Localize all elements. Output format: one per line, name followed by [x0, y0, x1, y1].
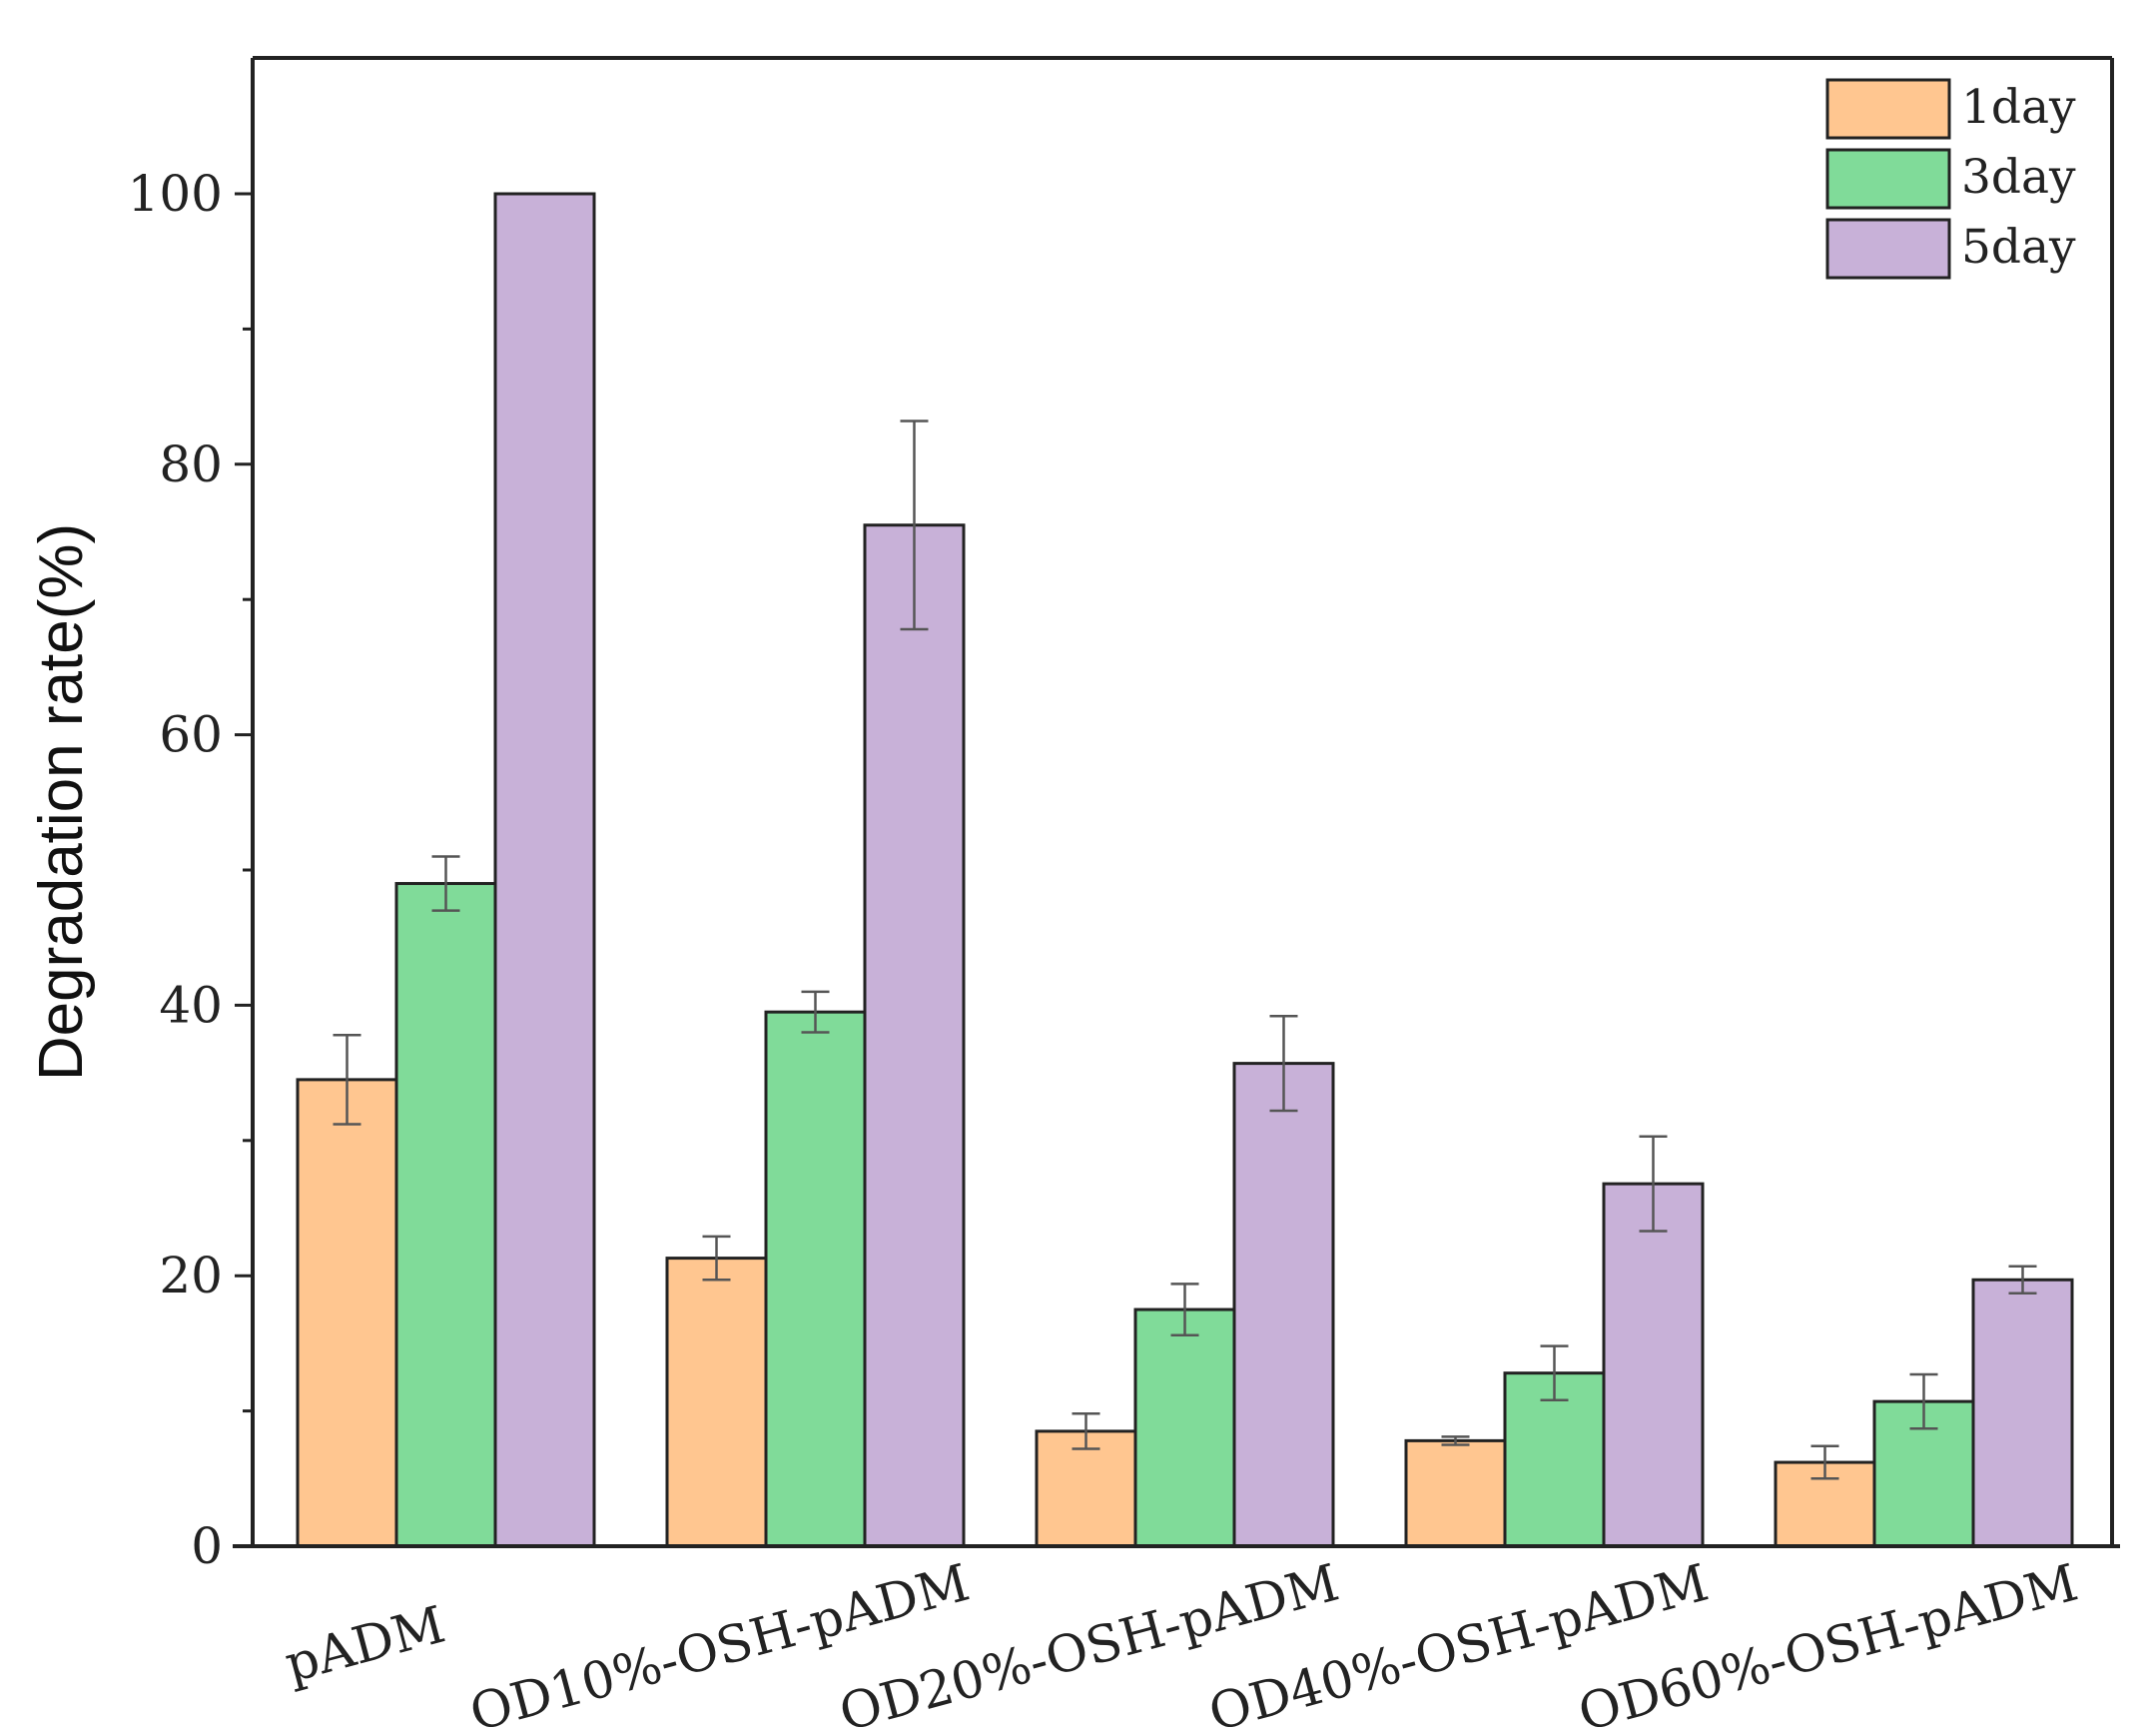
legend-swatch-3day [1825, 148, 1951, 210]
bar-1day-3 [1404, 1438, 1507, 1548]
bar-1day-1 [665, 1257, 768, 1548]
axes-layer [233, 56, 2120, 1548]
bar-5day-4 [1971, 1278, 2074, 1548]
bars-layer [296, 192, 2074, 1548]
legend-swatch-1day [1825, 78, 1951, 140]
x-category-label: pADM [280, 1596, 451, 1695]
y-tick-label: 80 [159, 435, 223, 493]
bar-5day-0 [493, 192, 596, 1548]
y-tick-label: 20 [159, 1247, 223, 1304]
bar-5day-2 [1232, 1062, 1335, 1548]
bar-3day-1 [764, 1010, 867, 1548]
error-bars-layer [333, 420, 2037, 1480]
y-axis-title: Degradation rate(%) [27, 523, 96, 1081]
legend-swatch-5day [1825, 218, 1951, 280]
bar-5day-3 [1602, 1182, 1705, 1548]
bar-3day-0 [394, 882, 497, 1548]
bar-3day-3 [1503, 1371, 1606, 1548]
bar-1day-0 [296, 1078, 398, 1548]
legend-label-1day: 1day [1961, 80, 2076, 135]
legend: 1day 3day 5day [1825, 78, 2076, 280]
bar-5day-1 [863, 523, 966, 1548]
bar-1day-2 [1035, 1429, 1137, 1548]
bar-3day-2 [1133, 1307, 1236, 1548]
y-tick-label: 40 [159, 976, 223, 1034]
y-tick-label: 60 [159, 706, 223, 764]
y-tick-label: 0 [191, 1517, 223, 1575]
legend-label-3day: 3day [1961, 150, 2076, 205]
legend-label-5day: 5day [1961, 220, 2076, 275]
y-tick-label: 100 [128, 165, 223, 223]
